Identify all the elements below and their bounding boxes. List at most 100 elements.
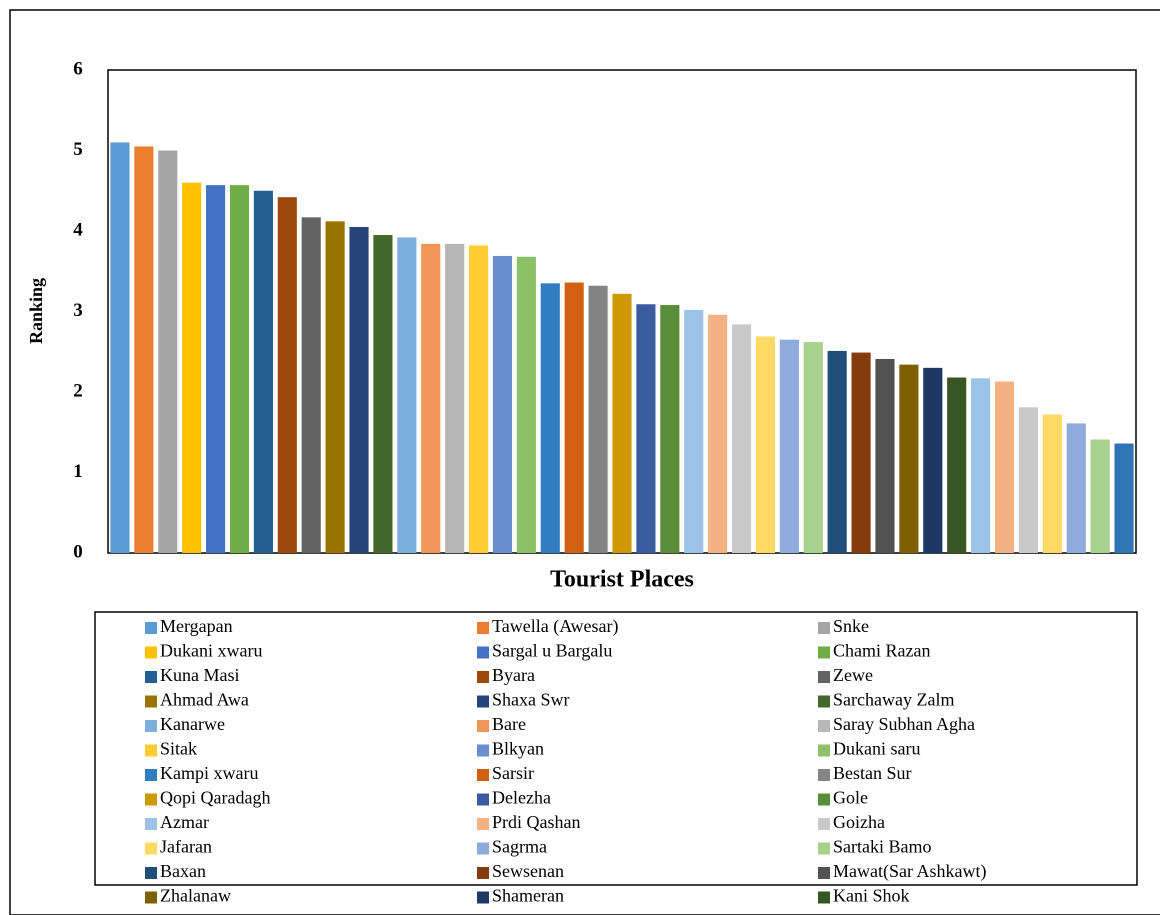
legend-label: Azmar xyxy=(160,812,209,832)
legend-swatch xyxy=(818,622,830,634)
legend-label: Zewe xyxy=(833,665,873,685)
legend-swatch xyxy=(818,671,830,683)
legend-swatch xyxy=(477,891,489,904)
legend-label: Kampi xwaru xyxy=(160,763,258,783)
bar xyxy=(253,190,273,553)
bar xyxy=(1114,443,1134,553)
legend xyxy=(94,611,1138,886)
bar xyxy=(182,182,202,553)
legend-swatch xyxy=(818,818,830,830)
legend-swatch xyxy=(145,695,157,708)
legend-swatch xyxy=(145,867,157,879)
legend-swatch xyxy=(477,646,489,659)
legend-label: Zhalanaw xyxy=(160,886,231,906)
legend-swatch xyxy=(145,769,157,781)
y-tick-label: 2 xyxy=(73,380,83,401)
bar xyxy=(779,339,799,553)
legend-label: Tawella (Awesar) xyxy=(492,616,619,637)
bar xyxy=(708,314,728,553)
bar xyxy=(947,377,967,553)
bar xyxy=(684,309,704,553)
legend-label: Prdi Qashan xyxy=(492,812,581,832)
legend-label: Blkyan xyxy=(492,739,544,759)
legend-label: Ahmad Awa xyxy=(160,690,249,710)
x-axis-title: Tourist Places xyxy=(550,567,694,593)
legend-swatch xyxy=(818,867,830,879)
y-tick-label: 5 xyxy=(73,139,83,160)
legend-swatch xyxy=(477,744,489,757)
bar xyxy=(1042,414,1062,553)
bar xyxy=(158,150,178,553)
y-tick-label: 4 xyxy=(73,219,83,240)
legend-swatch xyxy=(145,793,157,806)
bar xyxy=(1066,423,1086,553)
bar xyxy=(1018,407,1038,553)
legend-label: Sewsenan xyxy=(492,861,564,881)
legend-label: Sargal u Bargalu xyxy=(492,641,612,661)
legend-swatch xyxy=(145,744,157,757)
bar xyxy=(325,221,345,553)
bar xyxy=(349,226,369,553)
bar xyxy=(134,146,154,553)
bar xyxy=(445,243,465,553)
bar xyxy=(636,304,656,553)
legend-label: Saray Subhan Agha xyxy=(833,714,975,734)
legend-label: Shaxa Swr xyxy=(492,690,570,710)
legend-swatch xyxy=(818,842,830,855)
bar xyxy=(540,283,560,553)
legend-label: Dukani xwaru xyxy=(160,641,262,661)
legend-swatch xyxy=(477,695,489,708)
legend-label: Goizha xyxy=(833,812,885,832)
legend-label: Sarchaway Zalm xyxy=(833,690,954,710)
bar xyxy=(564,282,584,553)
bar xyxy=(492,255,513,553)
bar xyxy=(923,367,943,553)
legend-swatch xyxy=(145,646,157,659)
bar xyxy=(755,336,776,553)
legend-label: Sagrma xyxy=(492,837,547,857)
legend-label: Mawat(Sar Ashkawt) xyxy=(833,861,986,882)
legend-swatch xyxy=(477,720,489,732)
legend-swatch xyxy=(818,769,830,781)
legend-label: Dukani saru xyxy=(833,739,920,759)
legend-label: Snke xyxy=(833,616,869,636)
legend-swatch xyxy=(818,695,830,708)
legend-label: Chami Razan xyxy=(833,641,930,661)
bar xyxy=(397,237,417,553)
legend-swatch xyxy=(145,818,157,830)
legend-swatch xyxy=(818,646,830,659)
legend-label: Shameran xyxy=(492,886,564,906)
bar xyxy=(421,243,441,553)
legend-label: Delezha xyxy=(492,788,551,808)
bar xyxy=(803,342,823,553)
legend-swatch xyxy=(477,867,489,879)
y-axis-title: Ranking xyxy=(26,278,46,344)
legend-swatch xyxy=(477,842,489,855)
legend-swatch xyxy=(477,769,489,781)
bar xyxy=(277,197,297,553)
legend-swatch xyxy=(477,622,489,634)
bar xyxy=(660,305,680,553)
legend-label: Mergapan xyxy=(160,616,233,636)
legend-swatch xyxy=(818,744,830,757)
bar xyxy=(612,293,632,553)
bar xyxy=(229,185,250,554)
legend-swatch xyxy=(818,891,830,904)
legend-label: Byara xyxy=(492,665,535,685)
legend-swatch xyxy=(477,818,489,830)
legend-swatch xyxy=(477,793,489,806)
legend-label: Sartaki Bamo xyxy=(833,837,931,857)
bar xyxy=(206,185,226,554)
bar xyxy=(373,235,393,553)
bar xyxy=(1090,439,1110,553)
y-tick-label: 3 xyxy=(73,300,83,321)
y-tick-label: 6 xyxy=(73,58,83,79)
bar xyxy=(971,378,991,553)
legend-swatch xyxy=(818,720,830,732)
legend-label: Baxan xyxy=(160,861,206,881)
legend-label: Bestan Sur xyxy=(833,763,912,783)
bar xyxy=(110,142,130,553)
bar xyxy=(875,358,895,553)
legend-label: Qopi Qaradagh xyxy=(160,788,270,808)
